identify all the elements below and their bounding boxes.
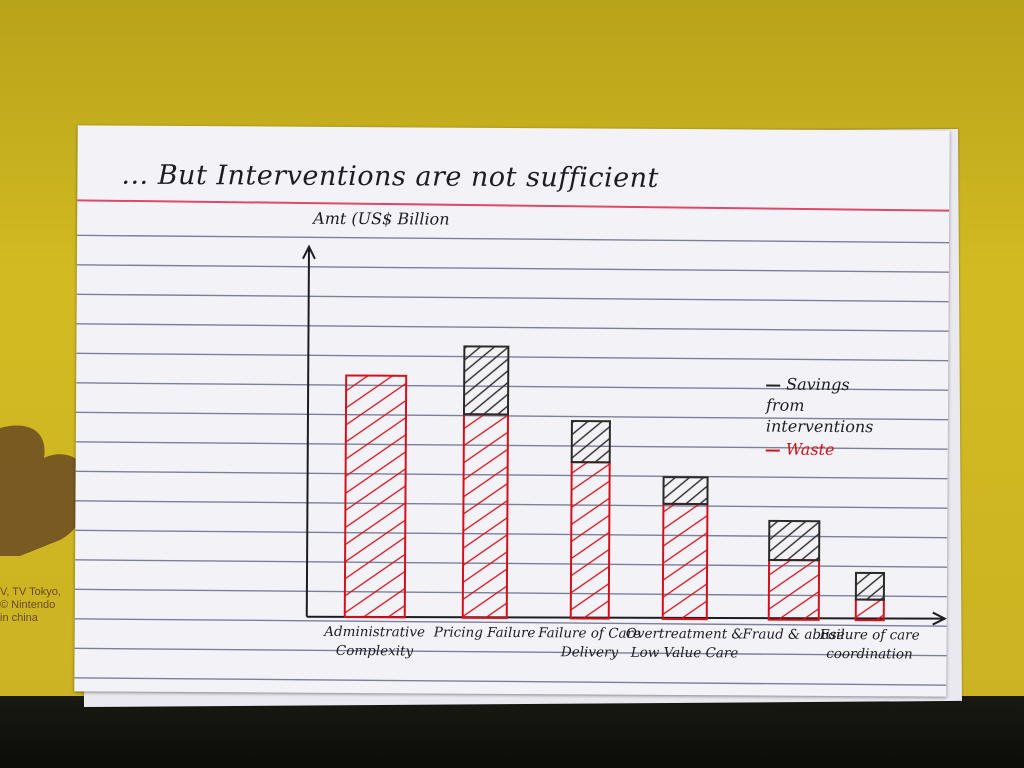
- card-rule-line: [77, 234, 950, 244]
- bar-savings-5: [854, 571, 886, 601]
- bar-waste-1: [461, 413, 509, 619]
- x-tick-label: Failure of care coordination: [819, 626, 920, 663]
- bar-chart: [302, 244, 947, 626]
- legend-swatch-waste: [765, 449, 780, 452]
- card-rule-line: [76, 352, 949, 362]
- x-axis: [306, 615, 945, 620]
- card-rule-line: [76, 382, 949, 391]
- card-rule-line: [75, 470, 948, 480]
- card-rule-line: [76, 264, 949, 273]
- index-card: ... But Interventions are not sufficient…: [74, 125, 950, 697]
- card-rule-line: [74, 647, 947, 657]
- background-logo-shape: [0, 425, 91, 556]
- card-rule-line: [75, 500, 948, 509]
- bar-waste-4: [767, 558, 821, 621]
- card-rule-line: [74, 677, 947, 686]
- legend-item-savings: Savings from interventions: [765, 374, 874, 437]
- card-rule-line: [75, 411, 948, 421]
- bar-waste-0: [343, 374, 408, 619]
- x-tick-label: Administrative Complexity: [324, 623, 426, 660]
- y-axis-arrow: [302, 244, 316, 260]
- bar-waste-3: [661, 502, 709, 621]
- y-axis: [305, 246, 310, 617]
- card-rule-line: [76, 323, 949, 332]
- card-rule-line: [74, 618, 947, 627]
- bar-savings-3: [662, 476, 709, 506]
- card-rule-line: [75, 441, 948, 450]
- card-red-rule: [77, 199, 950, 212]
- dark-surface: [0, 696, 1024, 768]
- bar-waste-5: [854, 598, 885, 622]
- x-axis-arrow: [932, 611, 947, 626]
- bar-savings-1: [462, 345, 510, 416]
- background-brand-text: V, TV Tokyo, © Nintendo in china: [0, 586, 61, 624]
- bar-savings-4: [768, 519, 821, 562]
- x-tick-label: Overtreatment & Low Value Care: [625, 625, 744, 662]
- legend: Savings from interventions Waste: [765, 374, 937, 461]
- bar-waste-2: [569, 461, 611, 620]
- card-rule-line: [76, 293, 949, 303]
- legend-swatch-savings: [766, 384, 781, 387]
- legend-item-waste: Waste: [765, 439, 936, 461]
- bar-savings-2: [570, 420, 611, 464]
